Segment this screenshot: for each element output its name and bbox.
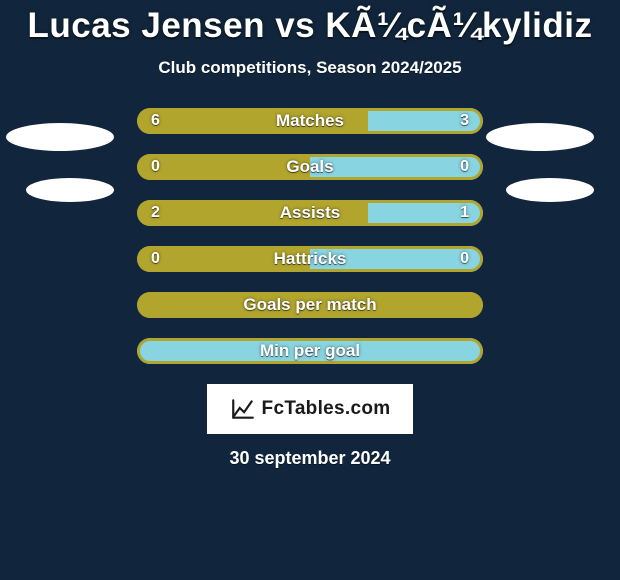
stat-label: Goals (286, 157, 333, 177)
player-placeholder-ellipse (6, 123, 114, 151)
stat-value-left: 2 (151, 204, 160, 222)
stat-value-left: 0 (151, 250, 160, 268)
stat-row: Goals per match (137, 292, 483, 318)
stat-value-right: 1 (460, 204, 469, 222)
stat-row: Min per goal (137, 338, 483, 364)
generated-date: 30 september 2024 (0, 448, 620, 469)
stat-fill-right (310, 154, 483, 180)
stat-value-right: 3 (460, 112, 469, 130)
stat-label: Goals per match (243, 295, 376, 315)
stat-fill-left (137, 154, 310, 180)
player-placeholder-ellipse (506, 178, 594, 202)
stat-label: Matches (276, 111, 344, 131)
stat-label: Min per goal (260, 341, 360, 361)
player-placeholder-ellipse (26, 178, 114, 202)
stat-label: Hattricks (274, 249, 347, 269)
brand-logo-icon (230, 396, 256, 422)
stat-value-right: 0 (460, 250, 469, 268)
stat-row: Hattricks 0 0 (137, 246, 483, 272)
stat-row: Matches 6 3 (137, 108, 483, 134)
brand-badge: FcTables.com (207, 384, 413, 434)
stat-value-left: 0 (151, 158, 160, 176)
brand-text: FcTables.com (262, 398, 391, 420)
stat-label: Assists (280, 203, 340, 223)
page-subtitle: Club competitions, Season 2024/2025 (0, 58, 620, 78)
stat-value-left: 6 (151, 112, 160, 130)
stat-row: Goals 0 0 (137, 154, 483, 180)
stat-value-right: 0 (460, 158, 469, 176)
page-title: Lucas Jensen vs KÃ¼cÃ¼kylidiz (0, 0, 620, 46)
stat-row: Assists 2 1 (137, 200, 483, 226)
player-placeholder-ellipse (486, 123, 594, 151)
